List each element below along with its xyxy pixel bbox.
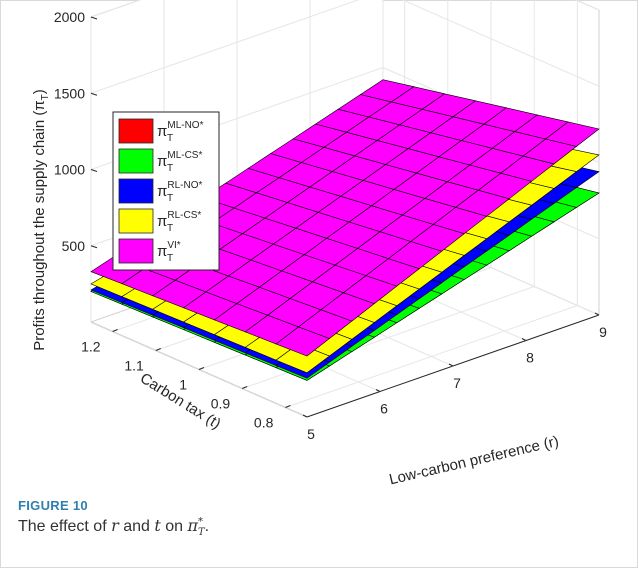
x-tick-mark	[302, 414, 308, 418]
caption-text-3: on	[160, 518, 188, 535]
legend-item-2: πML-CS* T	[118, 148, 202, 174]
caption-var-pi: π*T	[187, 516, 205, 539]
z-tick-label: 1500	[54, 85, 85, 101]
y-tick-mark	[285, 405, 291, 408]
caption-text-2: and	[118, 518, 155, 535]
surface-chart: 5 6 7 8 9 0.8 0.9 1 1.1 1.2 500 1000 1500 2000 Low-ca…	[31, 0, 607, 489]
x-tick-label: 9	[599, 324, 607, 340]
x-tick-label: 6	[380, 401, 388, 417]
z-axis-label-main: Profits throughout the supply chain (π	[31, 100, 48, 351]
surface-plots	[90, 79, 600, 381]
y-tick-mark	[155, 348, 161, 351]
caption-text-1: The effect of	[18, 518, 112, 535]
figure-caption-block: FIGURE 10 The effect of r and t on π*T.	[18, 498, 618, 538]
y-tick-label: 1.1	[124, 358, 144, 374]
grid-line-side-z	[401, 0, 600, 87]
x-axis-label: Low-carbon preference (r)	[388, 433, 561, 489]
z-tick-mark	[90, 16, 98, 20]
legend-item-3: πRL-NO* T	[118, 178, 202, 204]
legend-swatch	[118, 238, 154, 264]
z-axis-label-sub: T	[40, 94, 51, 100]
y-tick-label: 0.8	[254, 415, 274, 431]
y-tick-label: 1	[179, 377, 187, 393]
x-tick-label: 7	[453, 375, 461, 391]
x-tick-mark	[594, 312, 600, 316]
legend-label: πRL-CS* T	[157, 210, 201, 234]
legend-label: πVI* T	[157, 240, 181, 264]
x-tick-mark	[375, 389, 381, 392]
legend-label: πML-NO* T	[157, 120, 204, 144]
x-tick-mark	[521, 338, 527, 341]
z-axis-label: Profits throughout the supply chain (πT)	[31, 89, 51, 351]
caption-text-4: .	[204, 518, 210, 535]
z-tick-mark	[90, 92, 98, 96]
legend-swatch	[118, 208, 154, 234]
figure-caption: The effect of r and t on π*T.	[18, 516, 618, 538]
legend-item-4: πRL-CS* T	[118, 208, 201, 234]
y-tick-label: 0.9	[211, 396, 231, 412]
z-tick-mark	[90, 245, 98, 249]
legend-swatch	[118, 118, 154, 144]
legend-item-1: πML-NO* T	[118, 118, 204, 144]
legend-label: πRL-NO* T	[157, 180, 202, 204]
y-tick-mark	[112, 329, 118, 332]
y-tick-mark	[198, 367, 205, 370]
x-tick-label: 5	[307, 426, 315, 442]
caption-var-t: t	[154, 516, 161, 535]
tick-labels: 5 6 7 8 9 0.8 0.9 1 1.1 1.2 500 1000 1500 2000	[54, 9, 607, 442]
legend-item-5: πVI* T	[118, 238, 181, 264]
z-tick-label: 1000	[54, 162, 85, 178]
legend-label: πML-CS* T	[157, 150, 202, 174]
grid-line-floor-y	[285, 305, 578, 408]
y-tick-mark	[242, 386, 248, 389]
legend-swatch	[118, 148, 154, 174]
z-tick-label: 2000	[54, 9, 85, 25]
figure-label: FIGURE 10	[18, 498, 88, 513]
grid-line-back-z	[90, 0, 360, 94]
legend-swatch	[118, 178, 154, 204]
z-tick-label: 500	[62, 238, 86, 254]
surface-cell	[545, 121, 600, 147]
legend: πML-NO* T πML-CS* T πRL-NO* T πRL-CS* T πVI* T	[112, 111, 220, 271]
y-tick-label: 1.2	[81, 339, 101, 355]
z-tick-mark	[90, 169, 98, 172]
x-tick-label: 8	[526, 350, 534, 366]
x-tick-mark	[448, 363, 454, 367]
caption-var-r: r	[111, 516, 119, 535]
